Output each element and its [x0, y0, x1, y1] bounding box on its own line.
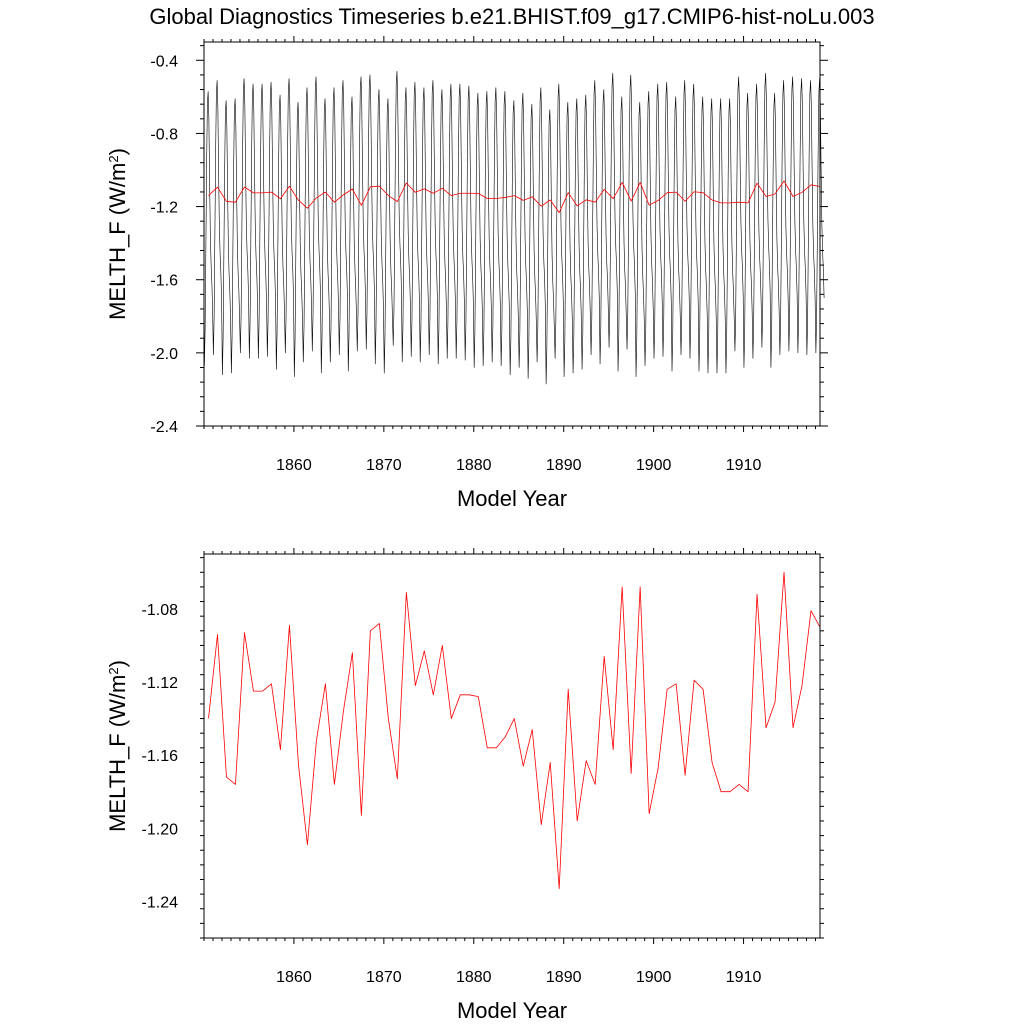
top-chart-y-axis-title-main: MELTH_F (W/m [105, 163, 130, 320]
bottom-chart-y-axis-title-superscript: 2 [106, 667, 121, 674]
bottom-chart-series-layer [208, 571, 821, 890]
top-chart-plot-frame [203, 41, 821, 427]
figure-title: Global Diagnostics Timeseries b.e21.BHIS… [149, 4, 874, 29]
top-chart-series-layer [204, 70, 825, 385]
bottom-chart-y-tick-labels: -1.08 -1.12 -1.16 -1.20 -1.24 [142, 602, 179, 912]
top-chart-x-tick-label: 1890 [546, 457, 582, 474]
bottom-chart-y-axis-title-end: ) [105, 660, 130, 667]
bottom-chart-x-tick-label: 1880 [456, 969, 492, 986]
top-chart-x-tick-label: 1870 [366, 457, 402, 474]
top-chart-x-tick-labels: 1860 1870 1880 1890 1900 1910 [276, 457, 761, 474]
top-chart-x-tick-label: 1900 [636, 457, 672, 474]
bottom-chart-y-tick-label: -1.08 [142, 602, 179, 619]
top-chart-panel: -0.4 -0.8 -1.2 -1.6 -2.0 -2.4 1860 1870 1880 189… [105, 36, 828, 511]
top-chart-y-tick-label: -2.4 [150, 419, 178, 436]
bottom-chart-y-axis-title: MELTH_F (W/m2) [105, 660, 130, 832]
top-chart-y-tick-label: -0.8 [150, 126, 178, 143]
bottom-chart-y-tick-label: -1.20 [142, 821, 179, 838]
top-chart-y-tick-label: -0.4 [150, 53, 178, 70]
top-chart-tick-marks [196, 36, 828, 432]
top-chart-x-axis-title: Model Year [457, 486, 567, 511]
top-chart-y-axis-title: MELTH_F (W/m2) [105, 148, 130, 320]
bottom-chart-series-line-1 [208, 571, 821, 890]
bottom-chart-x-tick-label: 1890 [546, 969, 582, 986]
bottom-chart-x-tick-label: 1860 [276, 969, 312, 986]
bottom-chart-tick-marks [200, 548, 824, 944]
bottom-chart-x-tick-label: 1910 [726, 969, 762, 986]
top-chart-x-tick-label: 1860 [276, 457, 312, 474]
bottom-chart-y-tick-label: -1.16 [142, 748, 179, 765]
bottom-chart-panel: -1.08-1.12-1.16-1.20-1.24 1860 1870 1880 18… [105, 548, 824, 1023]
bottom-chart-x-tick-label: 1870 [366, 969, 402, 986]
top-chart-y-tick-label: -2.0 [150, 346, 178, 363]
top-chart-y-axis-title-superscript: 2 [106, 155, 121, 162]
bottom-chart-y-axis-title-main: MELTH_F (W/m [105, 675, 130, 832]
top-chart-series-line-2 [208, 180, 821, 214]
top-chart-y-tick-label: -1.6 [150, 273, 178, 290]
top-chart-series-line-1 [204, 70, 825, 385]
top-chart-y-tick-label: -1.2 [150, 200, 178, 217]
bottom-chart-x-tick-labels: 1860 1870 1880 1890 1900 1910 [276, 969, 761, 986]
top-chart-x-tick-label: 1910 [726, 457, 762, 474]
top-chart-y-axis-title-end: ) [105, 148, 130, 155]
bottom-chart-y-tick-label: -1.24 [142, 894, 179, 911]
bottom-chart-x-axis-title: Model Year [457, 998, 567, 1023]
bottom-chart-plot-frame [203, 553, 821, 939]
bottom-chart-y-tick-label: -1.12 [142, 675, 179, 692]
top-chart-x-tick-label: 1880 [456, 457, 492, 474]
top-chart-y-tick-labels: -0.4 -0.8 -1.2 -1.6 -2.0 -2.4 [150, 53, 178, 436]
bottom-chart-x-tick-label: 1900 [636, 969, 672, 986]
